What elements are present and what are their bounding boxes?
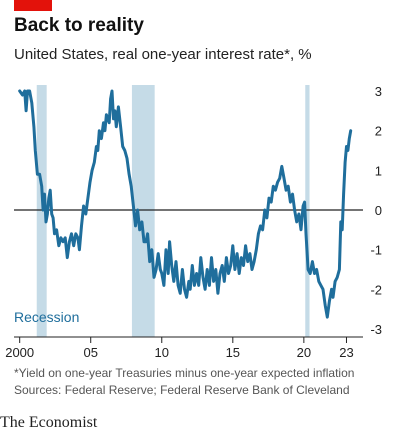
sources: Sources: Federal Reserve; Federal Reserv…: [14, 383, 350, 397]
chart-title: Back to reality: [14, 15, 144, 36]
recession-band: [36, 85, 47, 337]
x-tick-label: 10: [155, 345, 169, 360]
y-tick-label: 1: [375, 163, 382, 178]
recession-label: Recession: [14, 309, 79, 325]
series-layer: [18, 89, 353, 319]
brand-wordmark: The Economist: [0, 414, 98, 431]
y-tick-label: 2: [375, 124, 382, 139]
x-tick-label: 2000: [5, 345, 34, 360]
y-tick-label: -2: [370, 282, 382, 297]
x-tick-label: 23: [339, 345, 353, 360]
x-axis: 2000 05 10 15 20 23: [5, 336, 363, 360]
x-tick-label: 15: [226, 345, 240, 360]
y-tick-label: -1: [370, 243, 382, 258]
y-tick-label: -3: [370, 322, 382, 337]
chart-subtitle: United States, real one-year interest ra…: [14, 46, 312, 63]
y-tick-label: 0: [375, 203, 382, 218]
footnote: *Yield on one-year Treasuries minus one-…: [14, 366, 355, 380]
series-line: [18, 89, 353, 319]
recession-band: [131, 85, 155, 337]
y-tick-label: 3: [375, 84, 382, 99]
brand-accent-bar: [14, 0, 52, 11]
recession-bands: [36, 85, 310, 337]
y-axis: 3 2 1 0 -1 -2 -3: [370, 84, 382, 337]
recession-band: [305, 85, 310, 337]
x-tick-label: 05: [83, 345, 97, 360]
x-tick-label: 20: [297, 345, 311, 360]
